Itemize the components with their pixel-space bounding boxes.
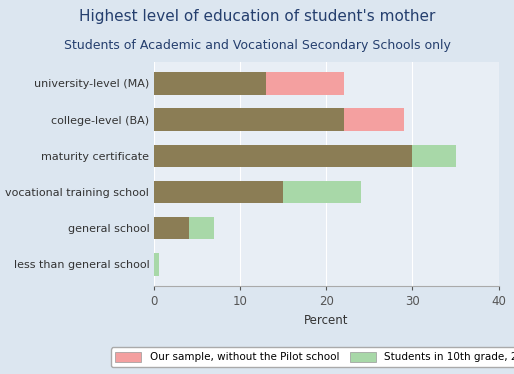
Bar — [154, 181, 283, 203]
X-axis label: Percent: Percent — [304, 314, 348, 327]
Bar — [154, 108, 344, 131]
Text: Highest level of education of student's mother: Highest level of education of student's … — [79, 9, 435, 24]
Text: Students of Academic and Vocational Secondary Schools only: Students of Academic and Vocational Seco… — [64, 39, 450, 52]
Bar — [154, 145, 412, 167]
Bar — [154, 72, 266, 95]
Bar — [154, 253, 158, 276]
Bar — [344, 108, 404, 131]
Bar — [189, 217, 214, 239]
Bar — [412, 145, 455, 167]
Bar — [266, 72, 343, 95]
Bar — [283, 181, 361, 203]
Legend: Our sample, without the Pilot school, Students in 10th grade, 2017: Our sample, without the Pilot school, St… — [111, 347, 514, 367]
Bar — [154, 217, 189, 239]
